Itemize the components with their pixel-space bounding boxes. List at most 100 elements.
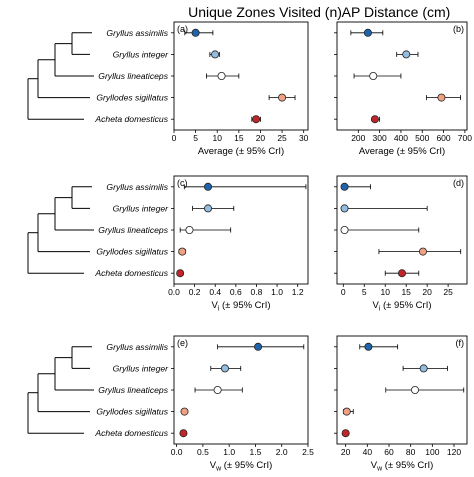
x-tick-label: 400 <box>394 133 408 143</box>
x-tick-label: 200 <box>351 133 365 143</box>
x-tick-label: 25 <box>443 287 453 297</box>
species-label: Acheta domesticus <box>94 114 168 124</box>
data-point <box>341 429 350 438</box>
x-axis-label: Vw (± 95% CrI) <box>210 460 273 473</box>
x-axis-label: Average (± 95% CrI) <box>359 146 445 157</box>
data-point <box>217 72 226 81</box>
x-tick-label: 600 <box>436 133 450 143</box>
x-tick-label: 0.8 <box>251 287 263 297</box>
x-tick-label: 100 <box>425 447 439 457</box>
plot-frame <box>173 21 309 131</box>
x-tick-label: 0 <box>172 133 177 143</box>
species-label: Gryllodes sigillatus <box>96 247 168 257</box>
x-axis-label: Vi (± 95% CrI) <box>211 300 270 313</box>
species-label: Acheta domesticus <box>94 428 168 438</box>
data-point <box>340 182 349 191</box>
data-point <box>211 50 220 59</box>
data-point <box>278 93 287 102</box>
x-tick-label: 20 <box>341 447 351 457</box>
data-point <box>369 72 378 81</box>
x-tick-label: 5 <box>362 287 367 297</box>
column-title-distance: AP Distance (cm) <box>342 4 451 20</box>
species-label: Gryllus assimilis <box>106 342 168 352</box>
data-point <box>176 269 185 278</box>
x-tick-label: 0.4 <box>209 287 221 297</box>
x-tick-label: 1.0 <box>271 287 283 297</box>
panel-label: (c) <box>177 178 188 188</box>
data-point <box>340 204 349 213</box>
panel-label: (a) <box>177 24 188 34</box>
data-point <box>340 225 349 234</box>
data-point <box>204 204 213 213</box>
x-tick-label: 2.5 <box>302 447 314 457</box>
data-point <box>342 407 351 416</box>
x-tick-label: 30 <box>299 133 309 143</box>
x-tick-label: 20 <box>256 133 266 143</box>
panel-label: (f) <box>456 338 465 348</box>
x-tick-label: 10 <box>212 133 222 143</box>
panel-a: (a) 0 5 10 15 20 25 30 Average (± 95% CrI) Gryllu… <box>27 21 309 157</box>
species-label: Gryllus integer <box>113 49 170 59</box>
data-point <box>252 115 261 124</box>
data-point <box>220 364 229 373</box>
panel-label: (d) <box>453 178 464 188</box>
data-point <box>364 342 373 351</box>
panel-f: (f) 20 40 60 80 100 120 Vw (± 95% CrI) <box>334 335 468 473</box>
data-point <box>419 364 428 373</box>
x-tick-label: 0.2 <box>189 287 201 297</box>
x-tick-label: 500 <box>415 133 429 143</box>
x-tick-label: 0.0 <box>171 447 183 457</box>
x-tick-label: 0.6 <box>230 287 242 297</box>
data-point <box>204 182 213 191</box>
panel-d: (d) 0 5 10 15 20 25 Vi (± 95% CrI) <box>334 175 468 313</box>
x-tick-label: 700 <box>458 133 472 143</box>
x-tick-label: 40 <box>363 447 373 457</box>
data-point <box>180 407 189 416</box>
x-axis-label: Average (± 95% CrI) <box>198 146 284 157</box>
species-label: Gryllodes sigillatus <box>96 93 168 103</box>
x-tick-label: 120 <box>447 447 461 457</box>
x-tick-label: 2.0 <box>276 447 288 457</box>
panel-label: (e) <box>177 338 188 348</box>
species-label: Gryllus lineaticeps <box>98 385 168 395</box>
species-label: Gryllus lineaticeps <box>98 71 168 81</box>
data-point <box>410 385 419 394</box>
data-point <box>178 247 187 256</box>
x-tick-label: 10 <box>380 287 390 297</box>
x-tick-label: 0 <box>341 287 346 297</box>
species-label: Gryllus assimilis <box>106 182 168 192</box>
panel-e: (e) 0.0 0.5 1.0 1.5 2.0 2.5 Vw (± 95% CrI) Gryll… <box>27 335 314 473</box>
x-tick-label: 25 <box>277 133 287 143</box>
x-tick-label: 80 <box>406 447 416 457</box>
data-point <box>402 50 411 59</box>
data-point <box>179 429 188 438</box>
data-point <box>363 28 372 37</box>
x-tick-label: 5 <box>193 133 198 143</box>
x-tick-label: 15 <box>234 133 244 143</box>
data-point <box>213 385 222 394</box>
data-point <box>370 115 379 124</box>
x-tick-label: 1.2 <box>292 287 304 297</box>
data-point <box>191 28 200 37</box>
x-axis-label: Vi (± 95% CrI) <box>372 300 431 313</box>
panel-c: (c) 0.0 0.2 0.4 0.6 0.8 1.0 1.2 Vi (± 95% CrI) Gr… <box>27 175 309 313</box>
species-label: Gryllus assimilis <box>106 28 168 38</box>
data-point <box>254 342 263 351</box>
data-point <box>418 247 427 256</box>
x-tick-label: 300 <box>373 133 387 143</box>
species-label: Gryllus integer <box>113 203 170 213</box>
x-tick-label: 20 <box>422 287 432 297</box>
panel-b: (b) 200 300 400 500 600 700 Average (± 95% CrI) <box>334 21 472 157</box>
x-axis-label: Vw (± 95% CrI) <box>371 460 434 473</box>
data-point <box>185 225 194 234</box>
x-tick-label: 60 <box>384 447 394 457</box>
species-label: Gryllodes sigillatus <box>96 407 168 417</box>
species-label: Gryllus integer <box>113 363 170 373</box>
data-point <box>397 269 406 278</box>
species-label: Gryllus lineaticeps <box>98 225 168 235</box>
x-tick-label: 0.0 <box>168 287 180 297</box>
x-tick-label: 1.0 <box>223 447 235 457</box>
x-tick-label: 1.5 <box>250 447 262 457</box>
x-tick-label: 0.5 <box>197 447 209 457</box>
